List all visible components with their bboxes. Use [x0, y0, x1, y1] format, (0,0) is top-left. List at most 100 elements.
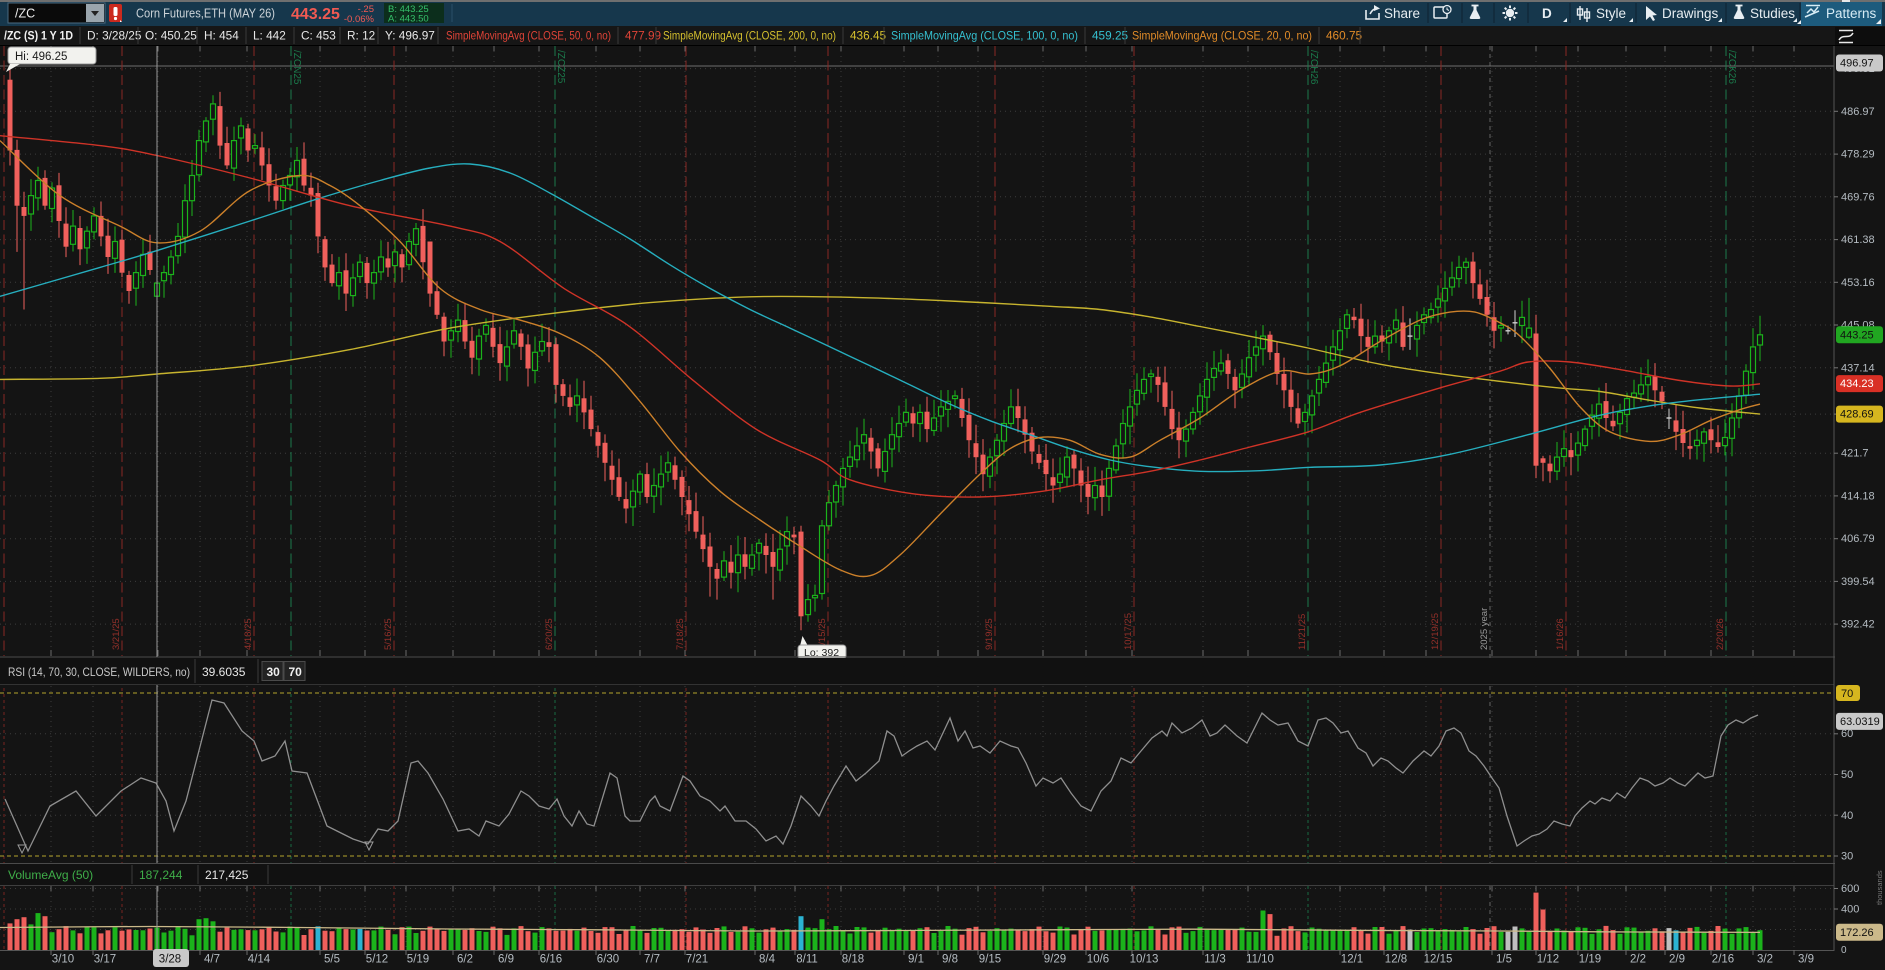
- svg-text:/ZCK26: /ZCK26: [1726, 50, 1737, 84]
- svg-text:0: 0: [1841, 945, 1847, 956]
- svg-text:6/20/25: 6/20/25: [544, 618, 555, 650]
- svg-text:/ZCH26: /ZCH26: [1308, 50, 1319, 85]
- svg-text:Drawings: Drawings: [1662, 6, 1719, 21]
- svg-text:7/18/25: 7/18/25: [675, 618, 686, 650]
- svg-text:Style: Style: [1596, 6, 1626, 21]
- svg-text:30: 30: [267, 665, 281, 679]
- svg-text:2/16: 2/16: [1712, 954, 1734, 966]
- svg-text:460.75: 460.75: [1326, 29, 1363, 43]
- svg-text:Studies: Studies: [1750, 6, 1795, 21]
- svg-text:436.45: 436.45: [850, 29, 887, 43]
- svg-text:3/21/25: 3/21/25: [111, 618, 122, 650]
- svg-text:11/10: 11/10: [1246, 954, 1274, 966]
- svg-text:-0.06%: -0.06%: [344, 14, 375, 25]
- svg-text:/ZCN25: /ZCN25: [291, 50, 302, 85]
- svg-text:4/7: 4/7: [204, 954, 220, 966]
- svg-text:3/17: 3/17: [94, 954, 116, 966]
- svg-text:Y: 496.97: Y: 496.97: [385, 29, 435, 43]
- svg-text:600: 600: [1841, 883, 1859, 895]
- svg-text:5/5: 5/5: [324, 954, 340, 966]
- svg-text:3/2: 3/2: [1757, 954, 1773, 966]
- svg-text:-.25: -.25: [358, 4, 374, 15]
- svg-text:2/9: 2/9: [1669, 954, 1685, 966]
- svg-text:414.18: 414.18: [1841, 490, 1875, 502]
- svg-text:6/9: 6/9: [498, 954, 514, 966]
- svg-text:SimpleMovingAvg (CLOSE, 200, 0: SimpleMovingAvg (CLOSE, 200, 0, no): [663, 29, 836, 43]
- svg-text:6/16: 6/16: [540, 954, 562, 966]
- svg-text:1/12: 1/12: [1537, 954, 1559, 966]
- svg-text:9/8: 9/8: [942, 954, 958, 966]
- svg-text:2/20/26: 2/20/26: [1715, 618, 1726, 650]
- svg-text:406.79: 406.79: [1841, 533, 1875, 545]
- svg-text:SimpleMovingAvg (CLOSE, 50, 0,: SimpleMovingAvg (CLOSE, 50, 0, no): [446, 29, 611, 43]
- svg-text:2025 year: 2025 year: [1479, 608, 1490, 650]
- svg-text:399.54: 399.54: [1841, 576, 1875, 588]
- svg-text:477.99: 477.99: [625, 29, 661, 43]
- svg-text:8/15/25: 8/15/25: [817, 618, 828, 650]
- svg-text:7/7: 7/7: [644, 954, 660, 966]
- svg-text:12/8: 12/8: [1385, 954, 1407, 966]
- svg-text:8/4: 8/4: [759, 954, 776, 966]
- svg-text:/ZC: /ZC: [15, 7, 35, 21]
- svg-text:9/1: 9/1: [908, 954, 924, 966]
- svg-text:5/12: 5/12: [366, 954, 388, 966]
- svg-text:RSI (14, 70, 30, CLOSE, WILDER: RSI (14, 70, 30, CLOSE, WILDERS, no): [8, 665, 190, 679]
- svg-text:428.69: 428.69: [1840, 409, 1874, 421]
- svg-text:3/10: 3/10: [52, 954, 74, 966]
- svg-text:437.14: 437.14: [1841, 362, 1875, 374]
- svg-text:70: 70: [1841, 688, 1853, 700]
- svg-text:Hi: 496.25: Hi: 496.25: [15, 51, 67, 63]
- svg-text:469.76: 469.76: [1841, 191, 1875, 203]
- svg-text:11/21/25: 11/21/25: [1297, 614, 1308, 650]
- svg-text:H: 454: H: 454: [204, 29, 239, 43]
- svg-text:60: 60: [1841, 728, 1853, 740]
- svg-text:400: 400: [1841, 904, 1859, 916]
- svg-text:1/5: 1/5: [1496, 954, 1512, 966]
- svg-text:63.0319: 63.0319: [1840, 716, 1880, 728]
- svg-text:5/16/25: 5/16/25: [383, 618, 394, 650]
- svg-text:Corn Futures,ETH (MAY 26): Corn Futures,ETH (MAY 26): [136, 7, 275, 21]
- svg-text:10/17/25: 10/17/25: [1123, 613, 1134, 650]
- svg-text:1/19: 1/19: [1579, 954, 1601, 966]
- svg-text:4/14: 4/14: [248, 954, 271, 966]
- svg-text:12/1: 12/1: [1341, 954, 1363, 966]
- svg-text:187,244: 187,244: [139, 868, 183, 882]
- svg-text:6/30: 6/30: [597, 954, 619, 966]
- svg-text:70: 70: [289, 665, 303, 679]
- svg-text:4/18/25: 4/18/25: [243, 618, 254, 650]
- svg-text:30: 30: [1841, 851, 1853, 863]
- svg-text:6/2: 6/2: [457, 954, 473, 966]
- svg-text:C: 453: C: 453: [301, 29, 336, 43]
- svg-text:2/2: 2/2: [1630, 954, 1646, 966]
- svg-text:461.38: 461.38: [1841, 234, 1875, 246]
- svg-text:459.25: 459.25: [1092, 29, 1129, 43]
- svg-text:421.7: 421.7: [1841, 448, 1869, 460]
- svg-text:D: 3/28/25: D: 3/28/25: [87, 29, 142, 43]
- svg-text:12/19/25: 12/19/25: [1430, 613, 1441, 650]
- svg-text:478.29: 478.29: [1841, 149, 1875, 161]
- svg-text:3/9: 3/9: [1798, 954, 1814, 966]
- svg-text:Patterns: Patterns: [1826, 6, 1877, 21]
- svg-text:D: D: [1542, 6, 1552, 21]
- svg-text:172.26: 172.26: [1840, 927, 1874, 939]
- svg-text:50: 50: [1841, 769, 1853, 781]
- svg-text:9/29: 9/29: [1044, 954, 1066, 966]
- svg-text:7/21: 7/21: [686, 954, 708, 966]
- svg-text:392.42: 392.42: [1841, 619, 1875, 631]
- svg-text:O: 450.25: O: 450.25: [145, 29, 197, 43]
- svg-text:443.25: 443.25: [1840, 329, 1874, 341]
- svg-text:453.16: 453.16: [1841, 277, 1875, 289]
- svg-text:9/19/25: 9/19/25: [984, 618, 995, 650]
- svg-text:A: 443.50: A: 443.50: [388, 14, 429, 25]
- svg-text:10/6: 10/6: [1087, 954, 1109, 966]
- svg-text:9/15: 9/15: [979, 954, 1001, 966]
- svg-text:496.97: 496.97: [1840, 58, 1874, 70]
- svg-text:5/19: 5/19: [407, 954, 429, 966]
- svg-text:Share: Share: [1384, 6, 1420, 21]
- svg-text:thousands: thousands: [1875, 870, 1884, 905]
- svg-text:L: 442: L: 442: [253, 29, 286, 43]
- svg-text:R: 12: R: 12: [347, 29, 375, 43]
- svg-text:11/3: 11/3: [1204, 954, 1226, 966]
- svg-text:434.23: 434.23: [1840, 378, 1874, 390]
- svg-text:39.6035: 39.6035: [202, 665, 246, 679]
